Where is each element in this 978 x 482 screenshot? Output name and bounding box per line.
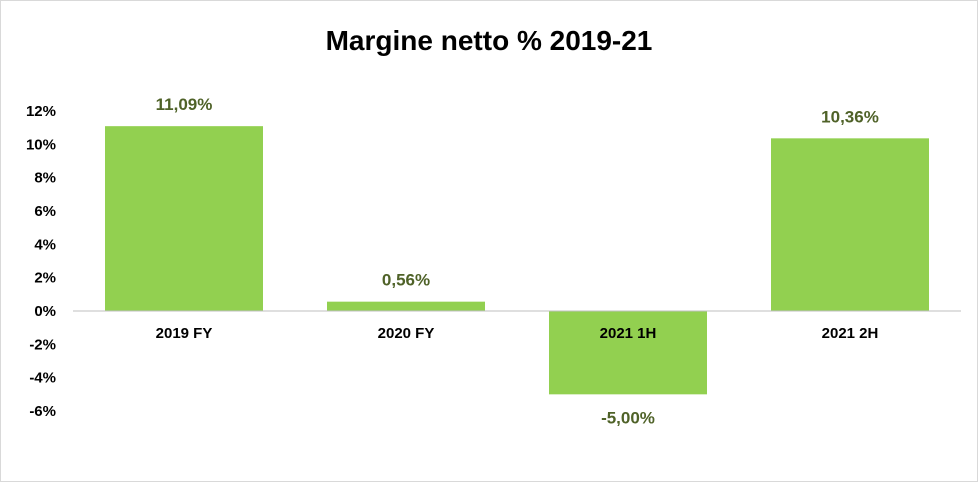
y-tick-label: 12% <box>26 103 56 120</box>
y-tick-label: 10% <box>26 136 56 153</box>
y-tick-label: -2% <box>29 336 56 353</box>
bar <box>327 301 485 311</box>
x-tick-label: 2021 2H <box>822 325 879 342</box>
data-label: 11,09% <box>156 95 213 114</box>
data-label: -5,00% <box>601 408 655 427</box>
bar <box>105 126 263 312</box>
data-labels: 11,09% 0,56% -5,00% 10,36% <box>156 95 879 427</box>
data-label: 10,36% <box>821 107 879 126</box>
y-tick-label: 0% <box>34 303 56 320</box>
y-tick-label: 8% <box>34 170 56 187</box>
x-axis-labels: 2019 FY 2020 FY 2021 1H 2021 2H <box>156 325 879 342</box>
chart-title: Margine netto % 2019-21 <box>326 25 653 56</box>
x-tick-label: 2020 FY <box>378 325 435 342</box>
y-tick-label: 2% <box>34 270 56 287</box>
y-axis-ticks: 12% 10% 8% 6% 4% 2% 0% -2% -4% -6% <box>26 103 56 420</box>
bars <box>105 126 929 395</box>
y-tick-label: 4% <box>34 236 56 253</box>
x-tick-label: 2019 FY <box>156 325 213 342</box>
y-tick-label: 6% <box>34 203 56 220</box>
y-tick-label: -6% <box>29 403 56 420</box>
bar <box>771 138 929 311</box>
y-tick-label: -4% <box>29 370 56 387</box>
data-label: 0,56% <box>382 271 430 290</box>
bar <box>549 311 707 395</box>
x-tick-label: 2021 1H <box>600 325 657 342</box>
